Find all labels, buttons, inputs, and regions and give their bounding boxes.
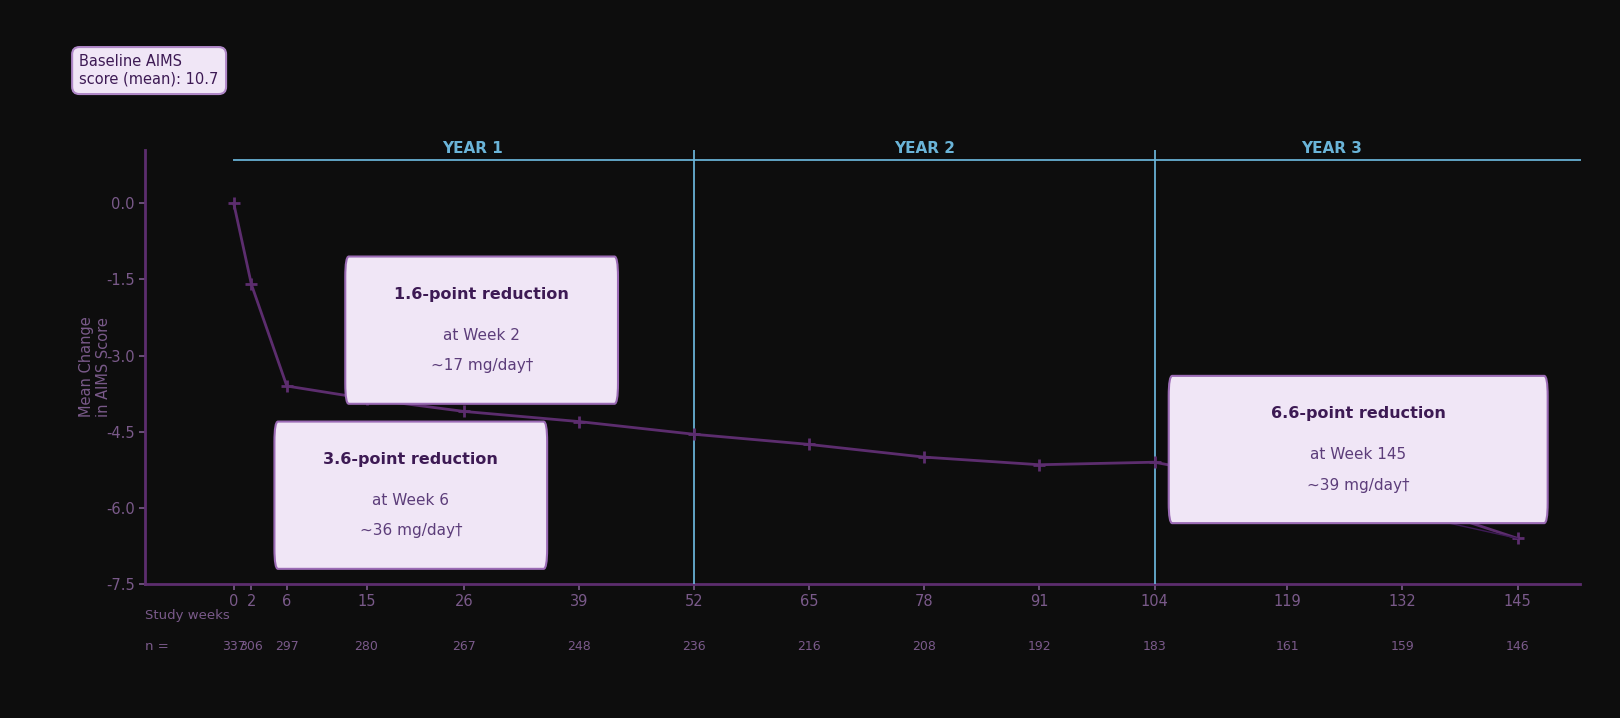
Text: Baseline AIMS
score (mean): 10.7: Baseline AIMS score (mean): 10.7 <box>79 55 219 87</box>
Text: 6.6-point reduction: 6.6-point reduction <box>1270 406 1445 421</box>
Text: 3.6-point reduction: 3.6-point reduction <box>324 452 499 467</box>
Text: 236: 236 <box>682 640 706 653</box>
Text: 208: 208 <box>912 640 936 653</box>
Text: n =: n = <box>146 640 168 653</box>
Text: 161: 161 <box>1275 640 1299 653</box>
Text: YEAR 3: YEAR 3 <box>1301 141 1362 157</box>
FancyBboxPatch shape <box>345 256 617 404</box>
Text: Study weeks: Study weeks <box>146 610 230 623</box>
Text: YEAR 1: YEAR 1 <box>442 141 504 157</box>
FancyBboxPatch shape <box>1168 376 1547 523</box>
Text: 306: 306 <box>240 640 264 653</box>
Text: YEAR 2: YEAR 2 <box>894 141 954 157</box>
Text: ~36 mg/day†: ~36 mg/day† <box>360 523 462 538</box>
Text: at Week 6: at Week 6 <box>373 493 449 508</box>
Text: 159: 159 <box>1390 640 1414 653</box>
Text: 146: 146 <box>1505 640 1529 653</box>
Text: 1.6-point reduction: 1.6-point reduction <box>394 287 569 302</box>
Text: ~17 mg/day†: ~17 mg/day† <box>431 358 533 373</box>
Text: at Week 145: at Week 145 <box>1311 447 1406 462</box>
Y-axis label: Mean Change
in AIMS Score: Mean Change in AIMS Score <box>79 317 112 417</box>
FancyBboxPatch shape <box>274 421 548 569</box>
Text: ~39 mg/day†: ~39 mg/day† <box>1307 477 1409 493</box>
Text: at Week 2: at Week 2 <box>444 327 520 342</box>
Text: 297: 297 <box>275 640 298 653</box>
Text: 192: 192 <box>1027 640 1051 653</box>
Text: 183: 183 <box>1142 640 1166 653</box>
Text: 216: 216 <box>797 640 821 653</box>
Text: 267: 267 <box>452 640 476 653</box>
Text: 337: 337 <box>222 640 246 653</box>
Text: 248: 248 <box>567 640 591 653</box>
Text: 280: 280 <box>355 640 379 653</box>
